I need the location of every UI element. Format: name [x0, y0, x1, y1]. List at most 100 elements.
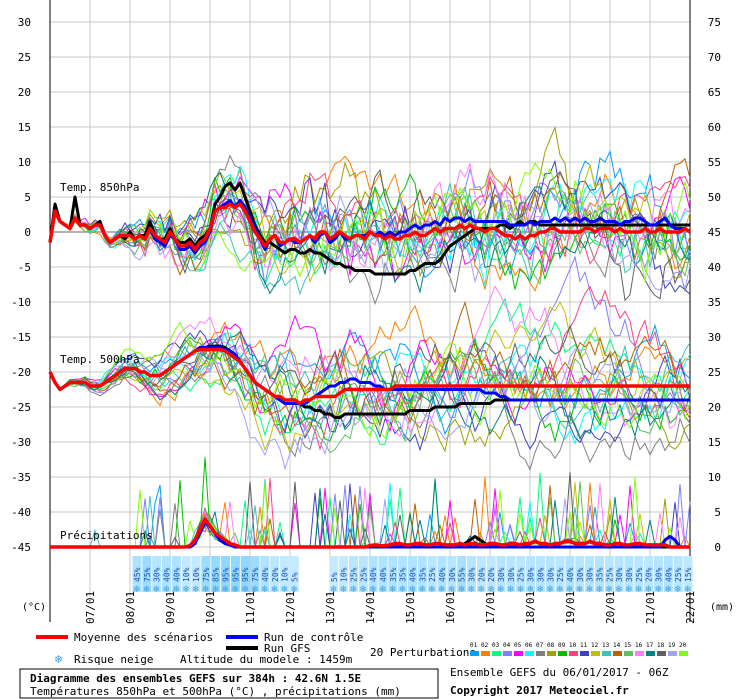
legend-perturbations-label: 20 Perturbations: [370, 646, 476, 659]
perturbation-swatch: [679, 651, 688, 656]
snow-risk-cell: [565, 556, 575, 592]
snow-risk-value: 40%: [379, 567, 388, 582]
snowflake-icon: ❄: [615, 585, 623, 595]
snowflake-icon: ❄: [556, 585, 564, 595]
left-tick-label: 15: [18, 121, 31, 134]
perturbation-t500-line: [49, 321, 691, 439]
snow-risk-cell: [152, 556, 162, 592]
snow-risk-cell: [270, 556, 280, 592]
snow-risk-value: 40%: [261, 567, 270, 582]
left-tick-label: -10: [11, 296, 31, 309]
snowflake-icon: ❄: [635, 585, 643, 595]
snow-risk-value: 20%: [477, 567, 486, 582]
snow-risk-value: 30%: [586, 567, 595, 582]
left-tick-label: -20: [11, 366, 31, 379]
snow-risk-value: 75%: [202, 567, 211, 582]
snowflake-icon: ❄: [546, 585, 554, 595]
snowflake-icon: ❄: [359, 585, 367, 595]
x-date-label: 22/01: [684, 591, 697, 624]
left-tick-label: 25: [18, 51, 31, 64]
snow-risk-cell: [171, 556, 181, 592]
snowflake-icon: ❄: [586, 585, 594, 595]
snow-risk-value: 40%: [664, 567, 673, 582]
right-tick-label: 60: [708, 121, 721, 134]
snow-risk-cell: [250, 556, 260, 592]
x-date-label: 13/01: [324, 591, 337, 624]
right-tick-label: 5: [714, 506, 721, 519]
left-tick-label: -25: [11, 401, 31, 414]
perturbation-number: 10: [569, 642, 577, 649]
x-date-label: 15/01: [404, 591, 417, 624]
perturbation-t500-line: [49, 343, 691, 471]
perturbation-number: 06: [525, 642, 533, 649]
snowflake-icon: ❄: [281, 585, 289, 595]
snowflake-icon: ❄: [517, 585, 525, 595]
right-tick-label: 10: [708, 471, 721, 484]
snow-risk-value: 35%: [418, 567, 427, 582]
snow-risk-cell: [408, 556, 417, 592]
snowflake-icon: ❄: [497, 585, 505, 595]
snowflake-icon: ❄: [251, 585, 259, 595]
x-date-label: 14/01: [364, 591, 377, 624]
perturbation-t500-line: [49, 300, 691, 424]
right-tick-label: 0: [714, 541, 721, 554]
perturbation-number: 12: [591, 642, 599, 649]
snowflake-icon: ❄: [654, 585, 662, 595]
perturbation-swatch: [635, 651, 644, 656]
snow-risk-cell: [358, 556, 368, 592]
snow-risk-cell: [555, 556, 565, 592]
perturbation-number: 01: [470, 642, 478, 649]
snow-risk-value: 5%: [330, 572, 339, 582]
snowflake-icon: ❄: [399, 585, 407, 595]
snowflake-icon: ❄: [595, 585, 603, 595]
perturbation-swatches: 01 02 03 04 05 06 07 08 09 10 11 12 13 14 15 16 17 18 19 20: [470, 642, 688, 656]
snow-risk-cell: [260, 556, 270, 592]
legend-gfs-label: Run GFS: [264, 642, 310, 655]
perturbation-number: 07: [536, 642, 544, 649]
snowflake-icon: ❄: [674, 585, 682, 595]
snowflake-icon: ❄: [163, 585, 171, 595]
snow-risk-value: 25%: [517, 567, 526, 582]
snow-risk-cell: [653, 556, 663, 592]
x-date-label: 10/01: [204, 591, 217, 624]
snow-risk-value: 20%: [487, 567, 496, 582]
snow-risk-cell: [663, 556, 673, 592]
x-date-label: 16/01: [444, 591, 457, 624]
snow-risk-cell: [368, 556, 378, 592]
snow-risk-cell: [280, 556, 290, 592]
snow-risk-cell: [211, 556, 221, 592]
left-tick-label: -45: [11, 541, 31, 554]
snowflake-icon: ❄: [290, 585, 298, 595]
perturbation-swatch: [602, 651, 611, 656]
snow-risk-value: 40%: [369, 567, 378, 582]
snowflake-icon: ❄: [349, 585, 357, 595]
snow-risk-cell: [545, 556, 555, 592]
snowflake-icon: ❄: [527, 585, 535, 595]
x-date-label: 21/01: [644, 591, 657, 624]
snow-risk-value: 10%: [340, 567, 349, 582]
perturbation-swatch: [624, 651, 633, 656]
x-date-label: 08/01: [124, 591, 137, 624]
right-tick-label: 65: [708, 86, 721, 99]
left-tick-label: 30: [18, 16, 31, 29]
snow-risk-cell: [673, 556, 683, 592]
snowflake-icon: ❄: [222, 585, 230, 595]
snow-risk-cell: [476, 556, 486, 592]
right-tick-label: 25: [708, 366, 721, 379]
snow-risk-cell: [437, 556, 447, 592]
right-tick-label: 75: [708, 16, 721, 29]
perturbation-number: 16: [635, 642, 643, 649]
snowflake-icon: ❄: [664, 585, 672, 595]
perturbation-swatch: [492, 651, 501, 656]
snow-risk-value: 20%: [271, 567, 280, 582]
right-tick-label: 30: [708, 331, 721, 344]
x-date-label: 09/01: [164, 591, 177, 624]
title-box: [19, 668, 439, 699]
perturbation-t850-line: [49, 192, 691, 291]
snow-risk-value: 25%: [635, 567, 644, 582]
snow-risk-cell: [221, 556, 231, 592]
perturbation-t500-line: [49, 331, 691, 440]
snow-risk-cell: [447, 556, 457, 592]
